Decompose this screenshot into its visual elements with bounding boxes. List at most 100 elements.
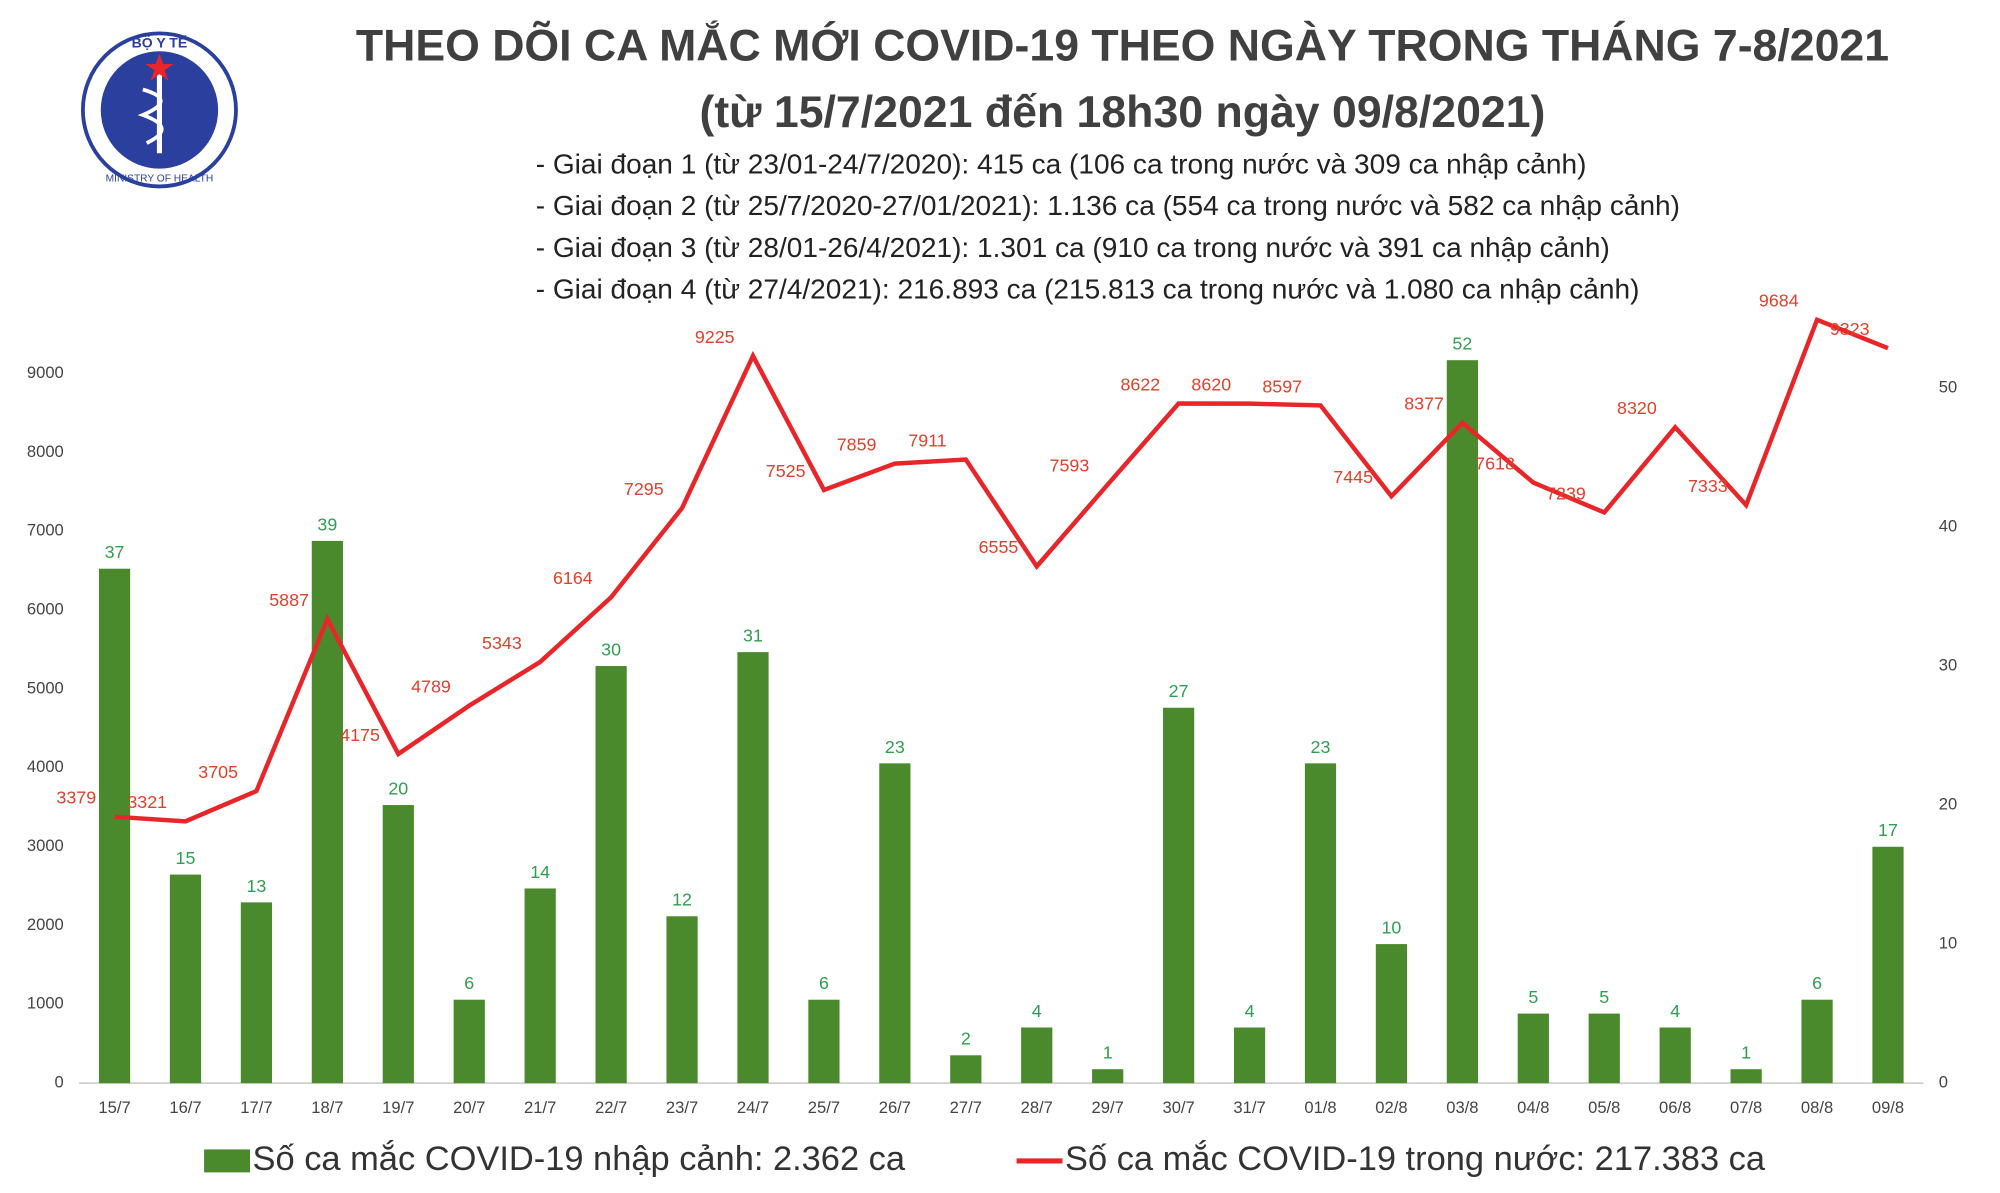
bar-label: 1 bbox=[1103, 1043, 1113, 1063]
bar-label: 27 bbox=[1169, 681, 1189, 701]
x-tick-label: 08/8 bbox=[1801, 1098, 1833, 1117]
bar-label: 2 bbox=[961, 1029, 971, 1049]
x-tick-label: 30/7 bbox=[1162, 1098, 1194, 1117]
line-label: 7911 bbox=[908, 430, 946, 450]
logo-bottom: MINISTRY OF HEALTH bbox=[106, 173, 214, 184]
line-label: 7295 bbox=[624, 479, 664, 499]
x-tick-label: 29/7 bbox=[1092, 1098, 1124, 1117]
x-tick-label: 04/8 bbox=[1517, 1098, 1549, 1117]
bar bbox=[1233, 1027, 1266, 1084]
bar bbox=[1021, 1027, 1053, 1084]
bar-label: 1 bbox=[1741, 1043, 1751, 1063]
y-tick-label: 9000 bbox=[27, 363, 64, 382]
x-tick-label: 18/7 bbox=[311, 1098, 343, 1117]
bar bbox=[1446, 360, 1478, 1084]
x-tick-label: 06/8 bbox=[1659, 1098, 1691, 1117]
line-label: 6164 bbox=[553, 568, 593, 588]
line-label: 4175 bbox=[340, 725, 380, 745]
x-tick-label: 21/7 bbox=[524, 1098, 556, 1117]
bar bbox=[1588, 1013, 1620, 1084]
y-tick-label: 3000 bbox=[27, 836, 64, 855]
bar bbox=[453, 999, 485, 1084]
line-label: 9225 bbox=[695, 327, 735, 347]
bar-label: 20 bbox=[388, 778, 408, 798]
bar-label: 12 bbox=[672, 890, 692, 910]
bar bbox=[666, 916, 698, 1084]
bar-label: 23 bbox=[885, 737, 905, 757]
x-tick-label: 07/8 bbox=[1730, 1098, 1762, 1117]
bar bbox=[737, 652, 769, 1084]
x-tick-label: 22/7 bbox=[595, 1098, 627, 1117]
bar bbox=[169, 874, 202, 1084]
x-tick-label: 31/7 bbox=[1233, 1098, 1265, 1117]
note: - Giai đoạn 4 (từ 27/4/2021): 216.893 ca… bbox=[536, 274, 1640, 305]
bar bbox=[524, 888, 556, 1084]
x-tick-label: 26/7 bbox=[879, 1098, 911, 1117]
x-tick-label: 01/8 bbox=[1304, 1098, 1336, 1117]
logo-snake bbox=[137, 87, 164, 145]
bar bbox=[1801, 999, 1833, 1084]
bar-label: 4 bbox=[1032, 1001, 1042, 1021]
line-label: 3705 bbox=[198, 762, 238, 782]
line-label: 5343 bbox=[482, 633, 522, 653]
x-tick-label: 03/8 bbox=[1446, 1098, 1478, 1117]
y-tick-label: 0 bbox=[55, 1072, 64, 1091]
y2-tick-label: 10 bbox=[1939, 933, 1957, 952]
bar bbox=[98, 568, 131, 1084]
bar bbox=[382, 805, 414, 1084]
line-label: 5887 bbox=[269, 590, 309, 610]
y2-tick-label: 50 bbox=[1939, 377, 1957, 396]
x-tick-label: 16/7 bbox=[169, 1098, 201, 1117]
x-tick-label: 24/7 bbox=[737, 1098, 769, 1117]
x-tick-label: 19/7 bbox=[382, 1098, 414, 1117]
bar-label: 17 bbox=[1878, 820, 1898, 840]
bar-label: 6 bbox=[819, 973, 829, 993]
logo: BỘ Y TẾ MINISTRY OF HEALTH bbox=[80, 31, 238, 189]
y2-tick-label: 30 bbox=[1939, 655, 1957, 674]
line-label: 3379 bbox=[56, 788, 96, 808]
line-label: 8622 bbox=[1121, 374, 1161, 394]
x-tick-label: 15/7 bbox=[98, 1098, 130, 1117]
line-label: 9323 bbox=[1830, 319, 1870, 339]
bar-label: 5 bbox=[1528, 987, 1538, 1007]
legend-label: Số ca mắc COVID-19 nhập cảnh: 2.362 ca bbox=[253, 1139, 906, 1178]
bar-label: 23 bbox=[1311, 737, 1331, 757]
bar bbox=[240, 902, 273, 1084]
line-label: 3321 bbox=[127, 792, 167, 812]
bar bbox=[1375, 944, 1408, 1084]
x-tick-label: 09/8 bbox=[1872, 1098, 1904, 1117]
legend-swatch bbox=[204, 1149, 250, 1173]
y-tick-label: 4000 bbox=[27, 757, 64, 776]
bar-label: 31 bbox=[743, 626, 763, 646]
bar-label: 52 bbox=[1452, 334, 1472, 354]
x-tick-label: 05/8 bbox=[1588, 1098, 1620, 1117]
note: - Giai đoạn 2 (từ 25/7/2020-27/01/2021):… bbox=[536, 190, 1680, 221]
line-label: 7618 bbox=[1475, 453, 1515, 473]
bar bbox=[311, 540, 343, 1084]
bar bbox=[595, 666, 627, 1084]
bar bbox=[1092, 1069, 1124, 1084]
bar-label: 5 bbox=[1599, 987, 1609, 1007]
line-label: 8377 bbox=[1404, 394, 1444, 414]
y-tick-label: 1000 bbox=[27, 994, 64, 1013]
x-tick-label: 25/7 bbox=[808, 1098, 840, 1117]
bar bbox=[1730, 1069, 1762, 1084]
bar-label: 15 bbox=[176, 848, 196, 868]
legend-label: Số ca mắc COVID-19 trong nước: 217.383 c… bbox=[1065, 1139, 1766, 1178]
bar bbox=[1304, 763, 1337, 1084]
line-label: 9684 bbox=[1759, 291, 1799, 311]
bar bbox=[1517, 1013, 1549, 1084]
y-tick-label: 5000 bbox=[27, 678, 64, 697]
bar-label: 13 bbox=[246, 876, 266, 896]
bar bbox=[1659, 1027, 1691, 1084]
line-label: 8320 bbox=[1617, 398, 1657, 418]
x-tick-label: 27/7 bbox=[950, 1098, 982, 1117]
x-tick-label: 02/8 bbox=[1375, 1098, 1407, 1117]
chart-subtitle: (từ 15/7/2021 đến 18h30 ngày 09/8/2021) bbox=[699, 88, 1545, 137]
x-tick-label: 28/7 bbox=[1021, 1098, 1053, 1117]
bar-label: 6 bbox=[464, 973, 474, 993]
y-tick-label: 7000 bbox=[27, 521, 64, 540]
x-tick-label: 20/7 bbox=[453, 1098, 485, 1117]
chart-title: THEO DÕI CA MẮC MỚI COVID-19 THEO NGÀY T… bbox=[356, 20, 1889, 70]
note: - Giai đoạn 1 (từ 23/01-24/7/2020): 415 … bbox=[536, 148, 1587, 179]
